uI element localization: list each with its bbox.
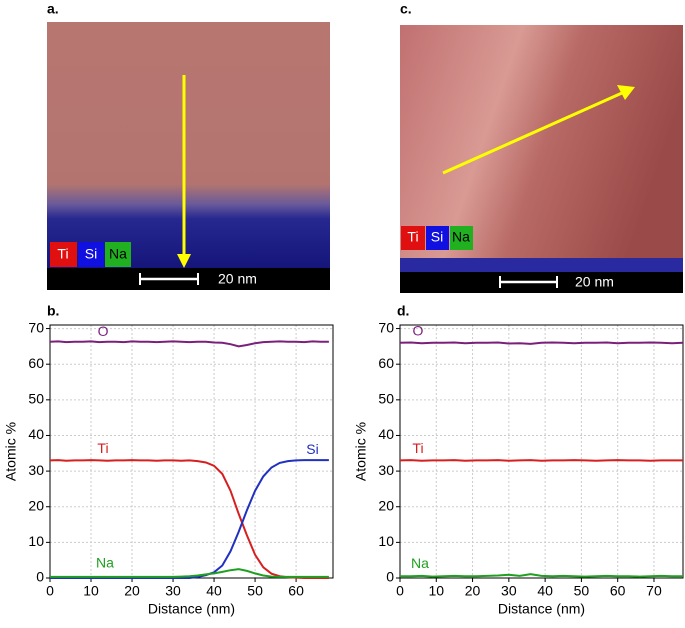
- y-tick-label: 50: [28, 391, 44, 407]
- y-tick-label: 0: [36, 569, 44, 585]
- y-tick-label: 60: [28, 355, 44, 371]
- panel-label: d.: [397, 303, 409, 319]
- micrograph: [47, 22, 330, 268]
- series-line: [400, 573, 683, 578]
- y-tick-label: 20: [378, 497, 394, 513]
- legend-label: Si: [431, 229, 443, 245]
- series-label: Si: [306, 441, 318, 457]
- y-tick-label: 10: [378, 533, 394, 549]
- x-tick-label: 40: [206, 583, 222, 599]
- series-line: [50, 459, 329, 579]
- plot-frame: [399, 324, 684, 579]
- legend-label: Si: [85, 246, 97, 262]
- series-line: [399, 459, 683, 462]
- legend-box: [401, 226, 425, 250]
- x-tick-label: 70: [646, 583, 662, 599]
- legend-box: [78, 242, 104, 267]
- series-line: [399, 341, 684, 345]
- legend-label: Ti: [57, 246, 68, 262]
- plot-frame: [49, 324, 334, 579]
- panel-label: b.: [47, 303, 59, 319]
- x-axis-label: Distance (nm): [148, 601, 235, 617]
- y-tick-label: 70: [378, 319, 394, 335]
- x-tick-label: 0: [46, 583, 54, 599]
- y-tick-label: 50: [378, 391, 394, 407]
- y-tick-label: 30: [378, 462, 394, 478]
- series-label: O: [98, 323, 109, 339]
- y-tick-label: 0: [386, 569, 394, 585]
- x-tick-label: 20: [124, 583, 140, 599]
- x-tick-label: 20: [465, 583, 481, 599]
- legend-box: [50, 242, 77, 267]
- series-label: Ti: [412, 440, 423, 456]
- x-tick-label: 30: [165, 583, 181, 599]
- x-tick-label: 40: [537, 583, 553, 599]
- x-tick-label: 10: [83, 583, 99, 599]
- arrow-head: [617, 85, 635, 100]
- legend-box: [426, 226, 449, 250]
- y-axis-label: Atomic %: [353, 422, 369, 481]
- series-line: [50, 568, 329, 578]
- series-label: O: [413, 323, 424, 339]
- series-line: [49, 340, 329, 348]
- x-tick-label: 50: [247, 583, 263, 599]
- arrow: [442, 91, 623, 175]
- y-tick-label: 30: [28, 462, 44, 478]
- legend-label: Ti: [407, 229, 418, 245]
- series-label: Na: [411, 555, 429, 571]
- y-tick-label: 40: [28, 426, 44, 442]
- y-tick-label: 10: [28, 533, 44, 549]
- y-tick-label: 60: [378, 355, 394, 371]
- legend-label: Na: [109, 246, 127, 262]
- y-tick-label: 40: [378, 426, 394, 442]
- series-label: Ti: [97, 440, 108, 456]
- scale-label: 20 nm: [575, 274, 614, 290]
- x-tick-label: 10: [428, 583, 444, 599]
- legend-box: [105, 242, 131, 267]
- scale-label: 20 nm: [218, 271, 257, 287]
- x-tick-label: 60: [288, 583, 304, 599]
- y-tick-label: 70: [28, 319, 44, 335]
- panel-label: a.: [47, 1, 59, 17]
- x-tick-label: 60: [610, 583, 626, 599]
- x-tick-label: 30: [501, 583, 517, 599]
- legend-box: [450, 226, 473, 250]
- x-tick-label: 0: [396, 583, 404, 599]
- y-axis-label: Atomic %: [3, 422, 19, 481]
- series-label: Na: [96, 555, 114, 571]
- arrow-head: [177, 254, 191, 268]
- legend-label: Na: [452, 229, 470, 245]
- series-line: [49, 459, 329, 579]
- y-tick-label: 20: [28, 497, 44, 513]
- micrograph-base: [400, 258, 683, 272]
- x-axis-label: Distance (nm): [498, 601, 585, 617]
- panel-label: c.: [400, 1, 412, 17]
- x-tick-label: 50: [574, 583, 590, 599]
